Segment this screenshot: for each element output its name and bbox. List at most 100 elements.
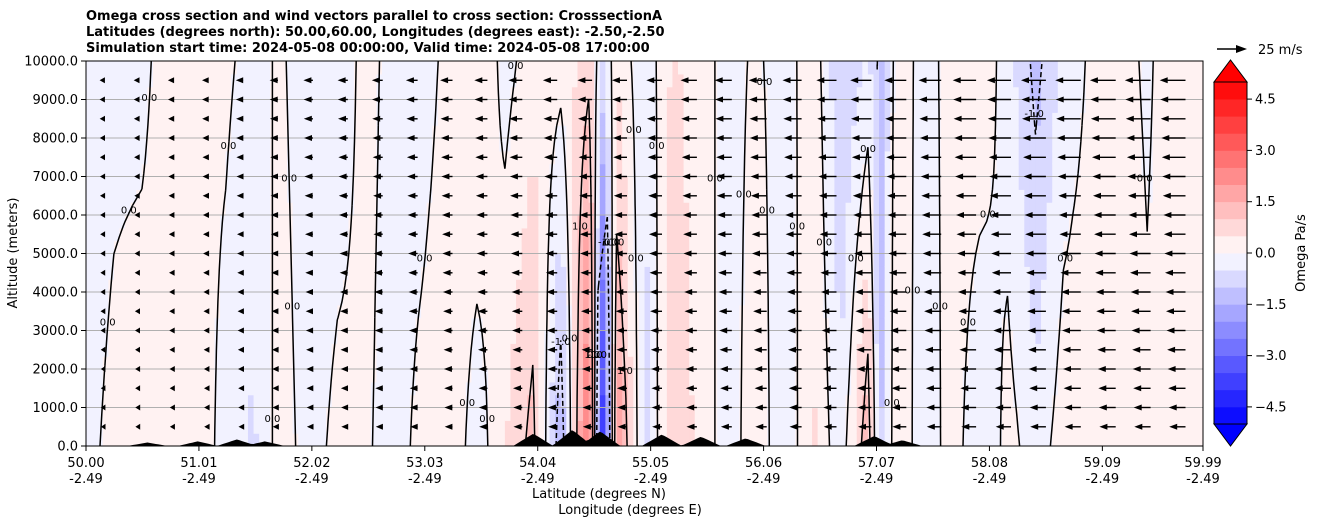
field-cell: [873, 304, 880, 319]
field-cell: [253, 112, 260, 126]
field-cell: [655, 215, 662, 229]
field-cell: [527, 125, 534, 139]
field-cell: [141, 433, 149, 446]
field-cell: [465, 227, 472, 242]
field-cell: [264, 202, 271, 216]
field-cell: [482, 279, 489, 293]
field-cell: [398, 292, 405, 306]
field-cell: [516, 394, 523, 409]
field-cell: [259, 420, 266, 434]
field-cell: [599, 125, 606, 139]
field-cell: [666, 125, 674, 139]
field-cell: [504, 189, 512, 203]
field-cell: [409, 433, 417, 446]
field-cell: [292, 394, 299, 409]
field-cell: [839, 86, 847, 101]
field-cell: [661, 253, 668, 267]
field-cell: [812, 86, 819, 101]
field-cell: [689, 407, 696, 421]
field-cell: [834, 163, 841, 178]
field-cell: [756, 407, 763, 421]
field-cell: [130, 343, 137, 357]
field-cell: [527, 189, 534, 203]
field-cell: [912, 394, 919, 409]
field-cell: [750, 433, 757, 446]
field-cell: [208, 227, 216, 242]
field-cell: [940, 407, 947, 421]
field-cell: [320, 240, 327, 255]
field-cell: [309, 394, 316, 409]
field-cell: [694, 330, 701, 344]
field-cell: [175, 150, 182, 165]
field-cell: [627, 86, 634, 101]
field-cell: [421, 73, 428, 88]
field-cell: [136, 163, 143, 178]
field-cell: [220, 163, 227, 178]
field-cell: [192, 394, 199, 409]
field-cell: [125, 420, 132, 434]
field-cell: [756, 253, 763, 267]
field-cell: [750, 125, 757, 139]
field-cell: [354, 227, 361, 242]
field-cell: [203, 138, 210, 152]
field-cell: [387, 138, 394, 152]
field-cell: [968, 202, 975, 216]
field-cell: [705, 215, 713, 229]
field-cell: [532, 317, 539, 332]
field-cell: [119, 394, 126, 409]
field-cell: [806, 138, 813, 152]
field-cell: [141, 125, 149, 139]
field-cell: [795, 253, 802, 267]
field-cell: [354, 420, 361, 434]
field-cell: [342, 99, 350, 113]
field-cell: [264, 86, 271, 101]
field-cell: [940, 394, 947, 409]
field-cell: [644, 215, 651, 229]
field-cell: [175, 317, 182, 332]
field-cell: [382, 189, 389, 203]
field-cell: [147, 112, 154, 126]
field-cell: [465, 394, 472, 409]
field-cell: [86, 330, 93, 344]
field-cell: [666, 61, 674, 75]
field-cell: [376, 330, 383, 344]
field-cell: [510, 420, 517, 434]
field-cell: [309, 240, 316, 255]
field-cell: [504, 381, 512, 396]
field-cell: [884, 381, 891, 396]
field-cell: [192, 317, 199, 332]
field-cell: [504, 215, 512, 229]
field-cell: [97, 189, 104, 203]
field-cell: [867, 176, 875, 190]
field-cell: [214, 394, 221, 409]
field-cell: [672, 369, 679, 383]
field-cell: [220, 99, 227, 113]
field-cell: [214, 99, 221, 113]
field-cell: [946, 215, 953, 229]
field-cell: [527, 292, 534, 306]
field-cell: [253, 99, 260, 113]
field-cell: [733, 240, 741, 255]
field-cell: [879, 86, 886, 101]
field-cell: [476, 253, 484, 267]
field-cell: [873, 369, 880, 383]
field-cell: [823, 253, 830, 267]
field-cell: [689, 330, 696, 344]
field-cell: [990, 202, 997, 216]
field-cell: [566, 138, 573, 152]
field-cell: [359, 292, 366, 306]
field-cell: [292, 125, 299, 139]
field-cell: [616, 330, 623, 344]
field-cell: [772, 381, 780, 396]
field-cell: [158, 292, 165, 306]
field-cell: [376, 215, 383, 229]
field-cell: [817, 407, 824, 421]
field-cell: [521, 163, 528, 178]
field-cell: [432, 343, 439, 357]
field-cell: [666, 356, 674, 370]
field-cell: [281, 176, 288, 190]
field-cell: [192, 304, 199, 319]
field-cell: [661, 99, 668, 113]
field-cell: [616, 125, 623, 139]
field-cell: [292, 330, 299, 344]
